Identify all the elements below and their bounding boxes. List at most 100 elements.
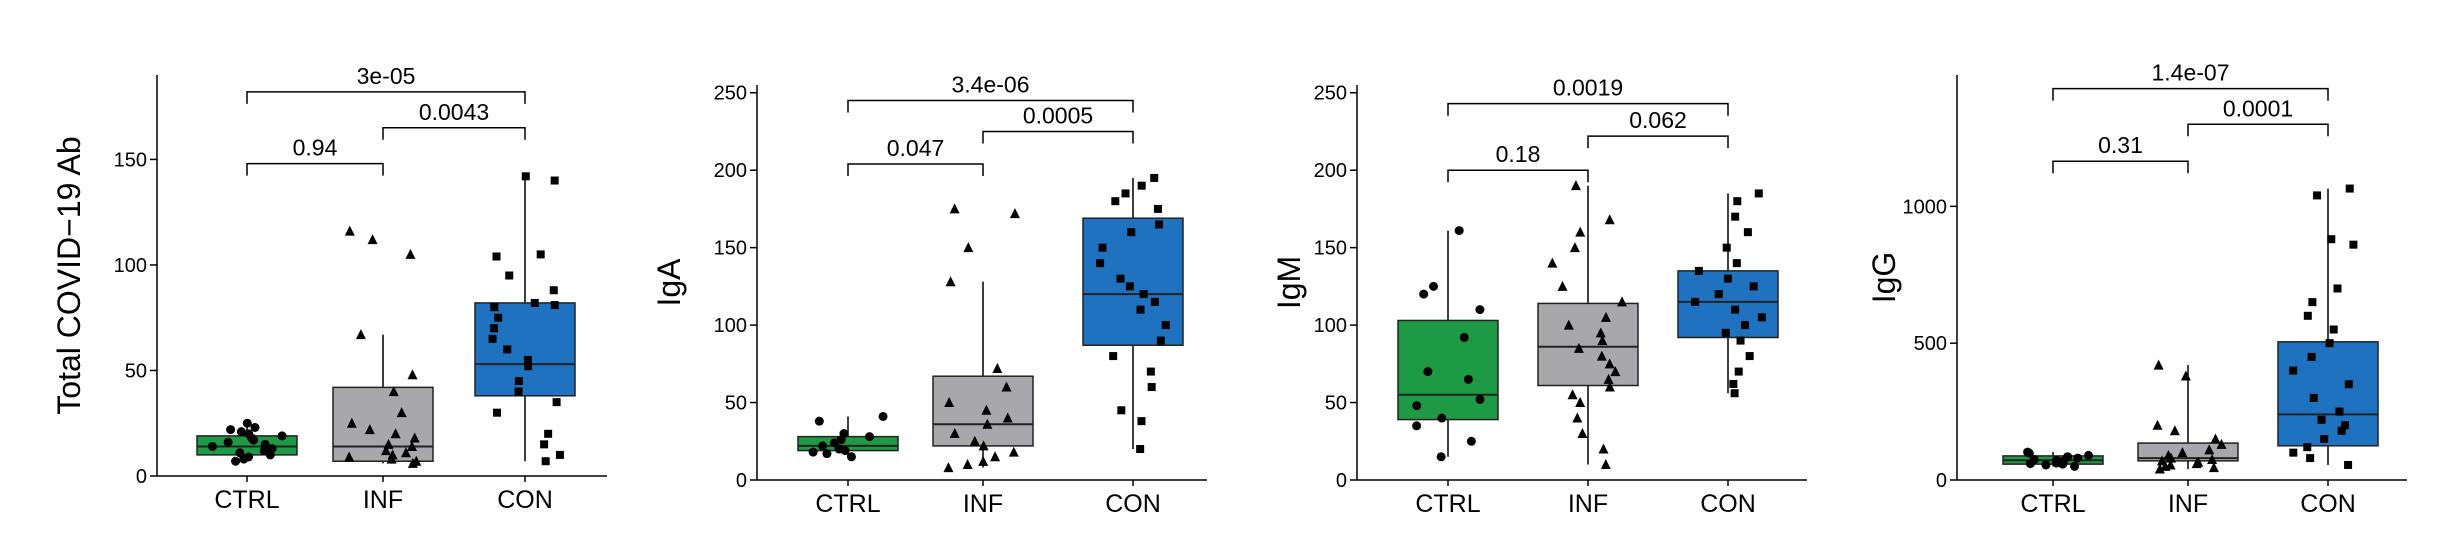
data-point-inf (981, 404, 992, 415)
data-point-con (2308, 298, 2317, 307)
data-point-con (489, 324, 498, 333)
data-point-ctrl (1463, 374, 1473, 384)
data-point-inf (2153, 359, 2164, 370)
data-point-con (2333, 284, 2342, 293)
data-point-con (544, 429, 553, 438)
data-point-inf (1575, 226, 1586, 237)
data-point-inf (1595, 327, 1606, 338)
data-point-con (1117, 406, 1126, 415)
x-tick-label-inf: INF (1568, 490, 1608, 518)
data-point-inf (1575, 397, 1586, 408)
data-point-inf (367, 234, 378, 245)
x-tick-label-con: CON (2300, 490, 2356, 518)
bracket-line (2187, 123, 2329, 137)
data-point-ctrl (2025, 459, 2035, 469)
data-point-inf (1567, 389, 1578, 400)
data-point-con (1136, 305, 1145, 314)
data-point-con (1732, 259, 1741, 268)
box-inf (332, 334, 434, 464)
y-tick-label: 200 (1314, 160, 1347, 182)
p-value-label: 0.94 (293, 135, 338, 161)
data-point-con (1749, 282, 1758, 291)
data-point-con (1098, 243, 1107, 252)
data-point-inf (1600, 311, 1611, 322)
box-inf (1537, 185, 1639, 465)
data-point-inf (978, 440, 989, 451)
data-point-con (536, 250, 545, 259)
data-point-inf (380, 445, 391, 456)
data-point-inf (407, 369, 418, 380)
data-point-ctrl (2084, 450, 2094, 460)
data-point-inf (2152, 419, 2163, 430)
data-point-inf (1572, 412, 1583, 423)
data-point-ctrl (846, 452, 856, 462)
data-point-con (1714, 290, 1723, 299)
data-point-con (1721, 328, 1730, 337)
data-point-inf (346, 417, 357, 428)
panel-iga: 0 50 100 150 200 250 IgA CTRL INF CON 0.047 0.0005 3… (651, 71, 1207, 518)
data-point-ctrl (226, 425, 236, 435)
y-tick-label: 50 (125, 360, 147, 382)
data-point-inf (400, 447, 411, 458)
data-point-con (1137, 417, 1146, 426)
box-body (1537, 302, 1639, 387)
data-point-con (2306, 454, 2315, 463)
box-body (2277, 341, 2379, 447)
bracket-line (1587, 135, 1729, 149)
y-axis-title: Total COVID−19 Ab (51, 136, 87, 414)
data-point-con (492, 252, 501, 261)
panel-igg: 0 500 1000 IgG CTRL INF CON 0.31 0.0001 1.4e-07 (1866, 60, 2407, 518)
data-point-inf (2204, 444, 2215, 455)
data-point-inf (949, 428, 960, 439)
data-point-con (1754, 189, 1763, 198)
y-tick-label: 200 (714, 160, 747, 182)
data-point-inf (945, 276, 956, 287)
data-point-inf (388, 386, 399, 397)
data-point-con (1757, 313, 1766, 322)
data-point-inf (963, 242, 974, 253)
p-value-label: 3.4e-06 (951, 71, 1029, 97)
data-point-con (2337, 426, 2346, 435)
data-point-inf (1596, 350, 1607, 361)
data-point-con (2307, 352, 2316, 361)
data-point-inf (355, 329, 366, 340)
panel-total-covid-19-ab: 0 50 100 150 Total COVID−19 Ab CTRL INF CON 0.94… (51, 63, 607, 514)
data-point-inf (1002, 412, 1013, 423)
data-point-inf (2207, 453, 2218, 464)
box-con (474, 176, 576, 462)
data-point-con (1150, 173, 1159, 182)
data-point-ctrl (818, 441, 828, 451)
data-point-inf (406, 440, 417, 451)
comparison-bracket: 0.0005 (982, 102, 1134, 144)
data-point-con (2340, 421, 2349, 430)
comparison-bracket: 3e-05 (246, 63, 526, 104)
data-point-ctrl (865, 432, 875, 442)
data-point-ctrl (1436, 452, 1446, 462)
data-point-con (2335, 407, 2344, 416)
data-point-con (2317, 415, 2326, 424)
data-point-con (1743, 228, 1752, 237)
data-point-con (505, 271, 514, 280)
data-point-ctrl (1412, 421, 1422, 431)
data-point-ctrl (236, 427, 246, 437)
comparison-bracket: 0.062 (1587, 107, 1729, 149)
data-point-ctrl (1412, 401, 1422, 411)
data-point-con (1723, 274, 1732, 283)
data-point-inf (364, 424, 375, 435)
data-point-inf (1617, 296, 1628, 307)
data-point-con (2329, 325, 2338, 334)
data-point-con (2349, 240, 2358, 249)
data-point-inf (982, 418, 993, 429)
data-point-ctrl (2070, 461, 2080, 471)
x-tick-label-ctrl: CTRL (2020, 490, 2085, 518)
box-body (332, 386, 434, 462)
box-con (1677, 193, 1779, 394)
data-point-ctrl (207, 441, 217, 451)
data-point-con (1729, 379, 1738, 388)
data-point-ctrl (1423, 367, 1433, 377)
box-body (474, 302, 576, 397)
data-point-inf (2216, 438, 2227, 449)
data-point-ctrl (1475, 305, 1485, 315)
data-point-inf (2169, 425, 2180, 436)
data-point-con (2309, 393, 2318, 402)
